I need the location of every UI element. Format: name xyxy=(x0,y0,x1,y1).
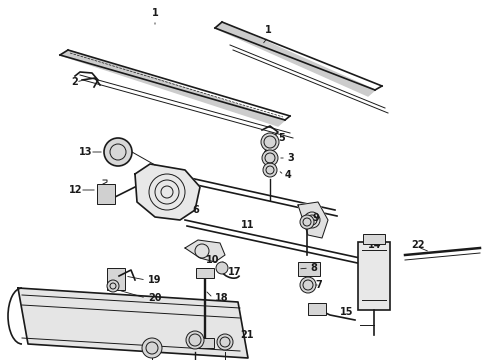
Text: 1: 1 xyxy=(265,25,271,35)
Bar xyxy=(308,303,326,315)
Circle shape xyxy=(262,150,278,166)
Polygon shape xyxy=(215,22,375,96)
Text: 11: 11 xyxy=(241,220,255,230)
Text: 16: 16 xyxy=(145,348,159,358)
Circle shape xyxy=(104,138,132,166)
Text: 18: 18 xyxy=(215,293,229,303)
Circle shape xyxy=(186,331,204,349)
Text: 8: 8 xyxy=(310,263,317,273)
Bar xyxy=(196,338,214,348)
Text: 6: 6 xyxy=(193,205,199,215)
Bar xyxy=(97,184,115,204)
Text: 2: 2 xyxy=(71,77,78,87)
Bar xyxy=(298,262,320,276)
Text: 14: 14 xyxy=(368,240,382,250)
Text: 12: 12 xyxy=(69,185,82,195)
Circle shape xyxy=(300,215,314,229)
Circle shape xyxy=(300,277,316,293)
Bar xyxy=(358,242,390,310)
Circle shape xyxy=(107,280,119,292)
Circle shape xyxy=(263,163,277,177)
Circle shape xyxy=(261,133,279,151)
Polygon shape xyxy=(60,50,285,126)
Text: 22: 22 xyxy=(411,240,425,250)
Bar xyxy=(107,268,125,290)
Polygon shape xyxy=(18,288,248,358)
Text: 15: 15 xyxy=(340,307,353,317)
Text: 9: 9 xyxy=(312,213,319,223)
Bar xyxy=(363,234,385,244)
Text: 19: 19 xyxy=(148,275,162,285)
Circle shape xyxy=(142,338,162,358)
Circle shape xyxy=(216,262,228,274)
Polygon shape xyxy=(135,164,200,220)
Text: 10: 10 xyxy=(206,255,220,265)
Text: 4: 4 xyxy=(285,170,292,180)
Text: 5: 5 xyxy=(278,133,285,143)
Polygon shape xyxy=(185,240,225,262)
Circle shape xyxy=(217,334,233,350)
Text: 17: 17 xyxy=(228,267,242,277)
Text: 1: 1 xyxy=(151,8,158,18)
Text: 3: 3 xyxy=(287,153,294,163)
Bar xyxy=(196,268,214,278)
Text: 7: 7 xyxy=(315,280,322,290)
Text: 21: 21 xyxy=(240,330,254,340)
Text: 20: 20 xyxy=(148,293,162,303)
Text: 13: 13 xyxy=(78,147,92,157)
Polygon shape xyxy=(298,202,328,238)
